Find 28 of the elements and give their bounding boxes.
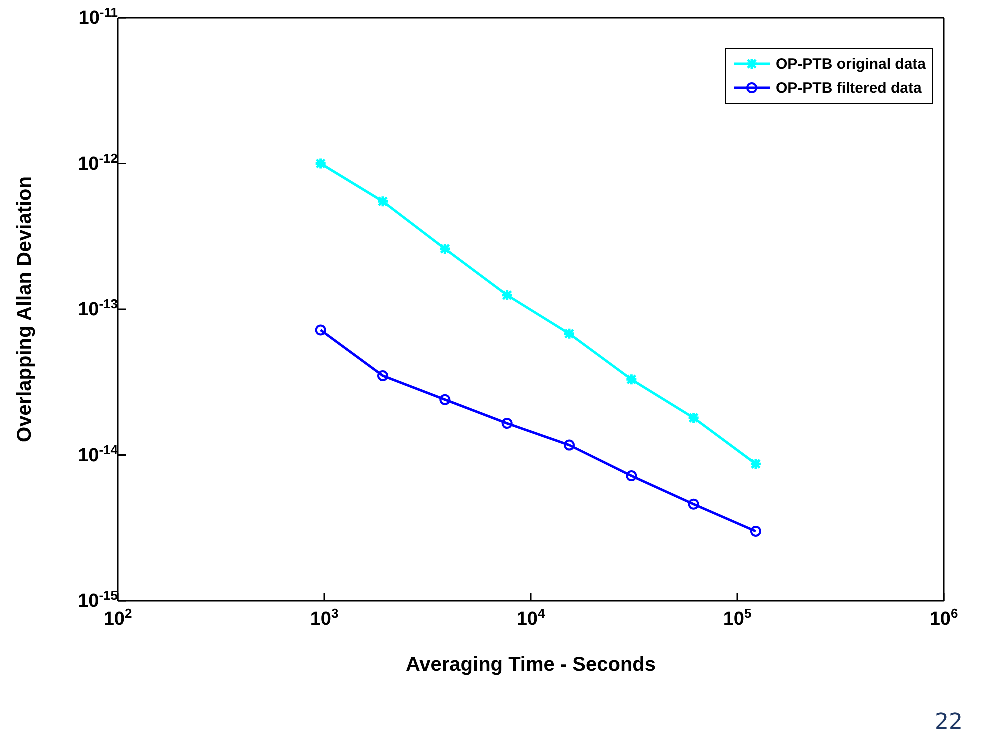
legend-label: OP-PTB original data [776,56,926,72]
y-tick-label: 10$^{-12}$ [78,150,118,175]
point [315,324,326,336]
point [502,418,513,430]
point [750,526,762,537]
x-tick-label: 10$^{3}$ [310,606,339,630]
point [688,498,700,510]
point [440,394,451,406]
point [314,158,328,170]
point [750,458,762,470]
y-axis-title: Overlapping Allan Deviation [14,176,36,442]
text: 22 [935,710,963,732]
x-tick-label: 10$^{4}$ [516,606,546,630]
y-tick-label: 10$^{-14}$ [78,442,119,466]
x-axis-title: Averaging Time - Seconds [406,654,656,676]
point [378,370,388,382]
point [625,373,638,386]
point [688,412,700,424]
point [376,195,390,208]
x-tick-label: 10$^{6}$ [930,606,958,630]
point [563,328,576,340]
point [564,440,575,451]
point [438,242,452,256]
legend-label: OP-PTB filtered data [776,80,922,96]
point [501,289,514,302]
y-tick-label: 10$^{-13}$ [78,296,118,320]
x-tick-label: 10$^{5}$ [723,606,752,630]
point [626,470,638,482]
